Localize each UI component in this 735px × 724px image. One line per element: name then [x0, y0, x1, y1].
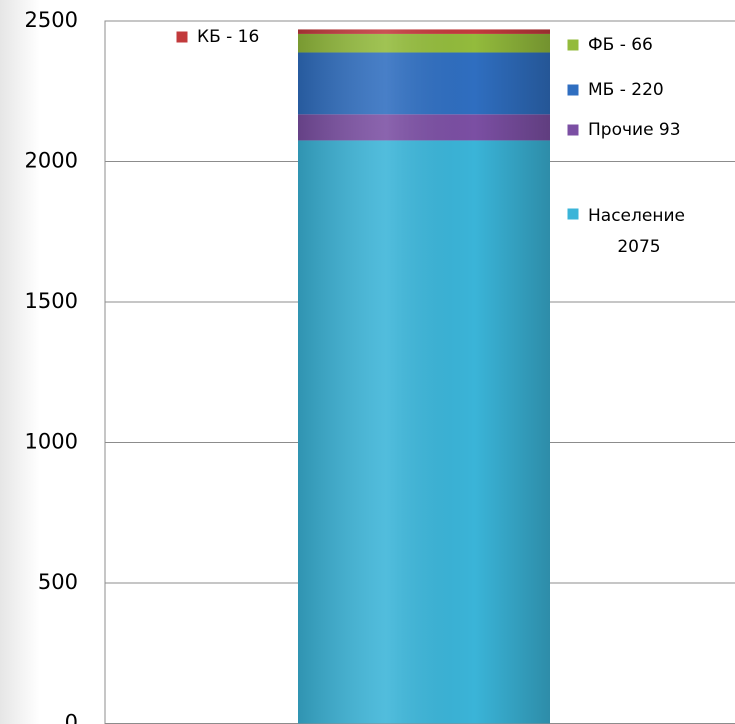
bar-shade	[298, 114, 550, 141]
y-tick-label: 1000	[25, 430, 78, 454]
y-tick-label: 1500	[25, 289, 78, 313]
legend-label: Прочие 93	[588, 120, 681, 140]
legend-marker	[566, 123, 580, 137]
legend-marker	[175, 30, 189, 44]
legend-label: Население 2075	[588, 206, 685, 257]
y-tick-label: 2000	[25, 149, 78, 173]
legend-label: ФБ - 66	[588, 35, 653, 55]
legend-label: МБ - 220	[588, 80, 664, 100]
legend-marker	[566, 38, 580, 52]
legend-marker	[566, 207, 580, 221]
y-tick-label: 500	[38, 570, 78, 594]
bar-shade	[298, 33, 550, 53]
bar-shade	[298, 52, 550, 115]
y-tick-label: 2500	[25, 8, 78, 32]
legend-marker	[566, 83, 580, 97]
bar-shade	[298, 140, 550, 724]
y-tick-label: 0	[65, 711, 78, 724]
legend-label: КБ - 16	[197, 27, 259, 47]
bar-shade	[298, 29, 550, 34]
